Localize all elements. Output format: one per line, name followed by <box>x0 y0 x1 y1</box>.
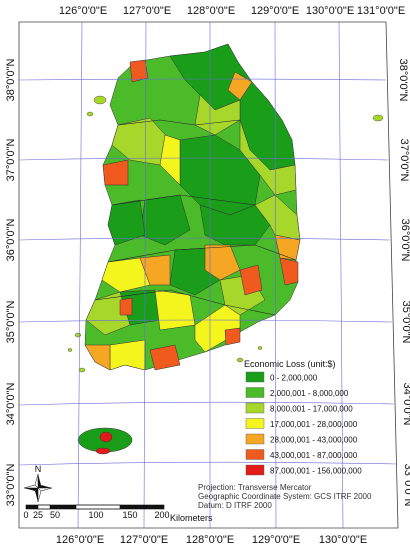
top-longitude-labels: 126°0'0"E 127°0'0"E 128°0'0"E 129°0'0"E … <box>59 5 405 17</box>
left-lat-label: 38°0'0"N <box>5 59 17 102</box>
gcs-note: Geographic Coordinate System: GCS ITRF 2… <box>198 492 372 501</box>
bottom-lon-label: 129°0'0"E <box>252 534 300 546</box>
datum-note: Datum: D ITRF 2000 <box>198 501 272 510</box>
top-lon-label: 129°0'0"E <box>251 5 299 17</box>
right-lat-label: 38°0'0"N <box>397 59 409 102</box>
jeju-island <box>77 427 133 455</box>
bottom-lon-label: 130°0'0"E <box>319 534 367 546</box>
left-lat-label: 33°0'0"N <box>5 464 17 507</box>
bottom-lon-label: 128°0'0"E <box>186 534 234 546</box>
right-latitude-labels: 38°0'0"N 37°0'0"N 36°0'0"N 35°0'0"N 34°0… <box>397 59 410 507</box>
legend-swatch <box>245 387 265 398</box>
scale-unit: Kilometers <box>170 513 213 523</box>
scale-tick: 25 <box>33 510 43 520</box>
map-body <box>19 22 397 528</box>
top-lon-label: 131°0'0"E <box>357 5 405 17</box>
legend-swatch <box>245 402 265 414</box>
left-lat-label: 34°0'0"N <box>5 383 17 426</box>
right-lat-label: 35°0'0"N <box>400 301 410 344</box>
legend-item-label: 0 - 2,000,000 <box>270 374 318 383</box>
left-latitude-labels: 38°0'0"N 37°0'0"N 36°0'0"N 35°0'0"N 34°0… <box>5 59 17 507</box>
right-lat-label: 37°0'0"N <box>398 139 410 182</box>
bottom-longitude-labels: 126°0'0"E 127°0'0"E 128°0'0"E 129°0'0"E … <box>56 534 367 546</box>
legend-swatch <box>245 449 265 460</box>
legend-item-label: 43,000,001 - 87,000,000 <box>270 451 358 460</box>
scale-tick: 150 <box>122 510 137 520</box>
legend-title: Economic Loss (unit:$) <box>244 359 336 369</box>
bottom-lon-label: 127°0'0"E <box>120 534 168 546</box>
legend-swatch <box>245 371 265 383</box>
scale-tick: 100 <box>88 510 103 520</box>
map-notes: Projection: Transverse Mercator Geograph… <box>198 483 372 510</box>
scale-tick: 0 <box>23 510 28 520</box>
top-lon-label: 126°0'0"E <box>59 5 107 17</box>
left-lat-label: 35°0'0"N <box>5 301 17 344</box>
north-arrow: N <box>23 464 53 503</box>
top-lon-label: 130°0'0"E <box>306 5 354 17</box>
projection-note: Projection: Transverse Mercator <box>198 483 312 492</box>
korea-mainland <box>84 43 301 371</box>
scale-tick: 200 <box>154 510 169 520</box>
scale-tick: 50 <box>50 510 60 520</box>
right-lat-label: 33°0'0"N <box>402 464 410 507</box>
legend-swatch <box>245 418 265 429</box>
legend-item-label: 87,000,001 - 156,000,000 <box>270 467 362 476</box>
legend-swatch <box>245 464 265 476</box>
legend-item-label: 2,000,001 - 8,000,000 <box>270 389 349 398</box>
legend-item-label: 28,000,001 - 43,000,000 <box>270 436 358 445</box>
graticule <box>19 22 397 528</box>
right-lat-label: 36°0'0"N <box>399 219 410 262</box>
right-lat-label: 34°0'0"N <box>401 383 410 426</box>
top-lon-label: 128°0'0"E <box>187 5 235 17</box>
bottom-lon-label: 126°0'0"E <box>56 534 104 546</box>
legend-swatch <box>245 433 265 445</box>
legend-item-label: 8,000,001 - 17,000,000 <box>270 405 353 414</box>
top-lon-label: 127°0'0"E <box>123 5 171 17</box>
north-label: N <box>35 464 42 474</box>
left-lat-label: 37°0'0"N <box>5 139 17 182</box>
legend: Economic Loss (unit:$) 0 - 2,000,000 2,00… <box>244 359 362 476</box>
scale-bar: 0 25 50 100 150 200 Kilometers <box>23 504 213 523</box>
left-lat-label: 36°0'0"N <box>5 219 17 262</box>
legend-item-label: 17,000,001 - 28,000,000 <box>270 420 358 429</box>
